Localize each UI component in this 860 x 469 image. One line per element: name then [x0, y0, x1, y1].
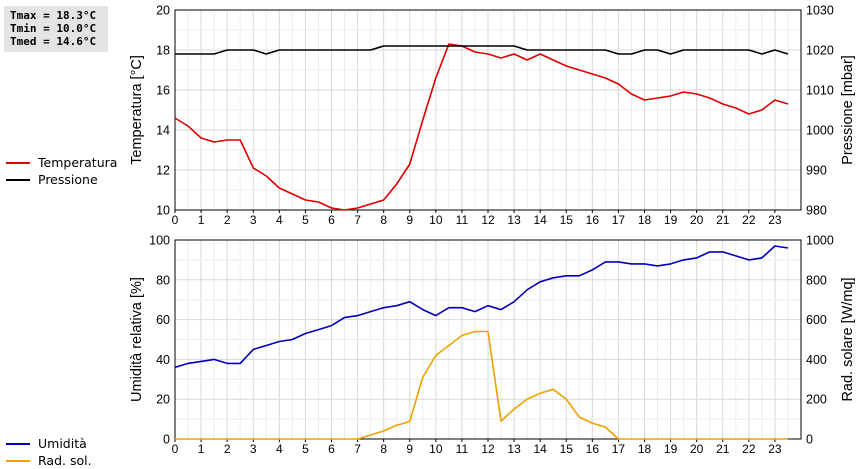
bottom-x-tick-label: 3	[250, 442, 257, 456]
legend-item-pressione: Pressione	[6, 171, 117, 188]
top-y2-tick-label: 1020	[806, 44, 834, 58]
top-x-tick-label: 9	[406, 213, 413, 227]
top-y2-tick-label: 1030	[806, 4, 834, 18]
series-rad-sol-line	[175, 330, 788, 440]
bottom-y2-tick-label: 600	[806, 313, 827, 327]
top-x-tick-label: 16	[586, 213, 600, 227]
top-x-tick-label: 5	[302, 213, 309, 227]
bottom-x-tick-label: 23	[768, 442, 782, 456]
bottom-x-tick-label: 16	[586, 442, 600, 456]
bottom-x-tick-label: 21	[716, 442, 730, 456]
stats-box: Tmax = 18.3°C Tmin = 10.0°C Tmed = 14.6°…	[4, 6, 108, 52]
top-x-tick-label: 13	[507, 213, 521, 227]
series-temperatura-line	[174, 43, 789, 211]
top-x-tick-label: 15	[560, 213, 574, 227]
legend-label-temperatura: Temperatura	[38, 155, 118, 170]
bottom-y2-tick-label: 1000	[806, 234, 834, 248]
top-x-tick-label: 6	[328, 213, 335, 227]
top-x-tick-label: 19	[664, 213, 678, 227]
bottom-y-tick-label: 60	[156, 313, 170, 327]
top-y2-tick-label: 1000	[806, 124, 834, 138]
bottom-y2-tick-label: 200	[806, 393, 827, 407]
top-y-tick-label: 20	[156, 4, 170, 18]
top-y2-axis-title: Pressione [mbar]	[840, 55, 856, 165]
bottom-y-tick-label: 100	[149, 234, 170, 248]
top-x-tick-label: 21	[716, 213, 730, 227]
bottom-x-tick-label: 9	[406, 442, 413, 456]
top-x-tick-label: 1	[198, 213, 205, 227]
top-x-tick-label: 17	[612, 213, 626, 227]
legend-top: Temperatura Pressione	[6, 154, 117, 188]
bottom-x-tick-label: 5	[302, 442, 309, 456]
bottom-y2-axis-title: Rad. solare [W/mq]	[840, 277, 856, 401]
stat-tmed: Tmed = 14.6°C	[10, 35, 97, 48]
bottom-y-tick-label: 80	[156, 273, 170, 287]
top-x-tick-label: 11	[456, 213, 469, 227]
bottom-x-tick-label: 6	[328, 442, 335, 456]
legend-label-pressione: Pressione	[38, 172, 98, 187]
top-y-tick-label: 10	[156, 204, 170, 218]
top-y-axis-title: Temperatura [°C]	[129, 55, 145, 165]
bottom-x-tick-label: 11	[456, 442, 469, 456]
bottom-x-tick-label: 17	[612, 442, 626, 456]
bottom-y2-tick-label: 800	[806, 273, 827, 287]
bottom-x-tick-label: 18	[638, 442, 652, 456]
top-x-tick-label: 3	[250, 213, 257, 227]
series-umidit-line	[174, 245, 789, 369]
legend-swatch-umidita	[6, 442, 30, 445]
bottom-x-tick-label: 13	[507, 442, 521, 456]
top-y-tick-label: 18	[156, 44, 170, 58]
top-y2-tick-label: 1010	[806, 84, 834, 98]
top-x-tick-label: 10	[429, 213, 443, 227]
bottom-x-tick-label: 12	[481, 442, 495, 456]
top-x-tick-label: 22	[742, 213, 756, 227]
bottom-x-tick-label: 22	[742, 442, 756, 456]
bottom-y-tick-label: 0	[163, 433, 170, 447]
bottom-x-tick-label: 1	[198, 442, 205, 456]
legend-item-temperatura: Temperatura	[6, 154, 117, 171]
legend-swatch-pressione	[6, 178, 30, 181]
top-x-tick-label: 8	[380, 213, 387, 227]
top-y2-tick-label: 980	[806, 204, 827, 218]
bottom-x-tick-label: 15	[560, 442, 574, 456]
top-y-tick-label: 12	[156, 164, 170, 178]
bottom-y-tick-label: 40	[156, 353, 170, 367]
top-y-tick-label: 16	[156, 84, 170, 98]
bottom-x-tick-label: 2	[224, 442, 231, 456]
bottom-y-axis-title: Umidità relativa [%]	[129, 277, 145, 402]
bottom-x-tick-label: 4	[276, 442, 283, 456]
stat-tmin: Tmin = 10.0°C	[10, 22, 97, 35]
bottom-y-tick-label: 20	[156, 393, 170, 407]
top-x-tick-label: 7	[354, 213, 361, 227]
bottom-x-tick-label: 0	[172, 442, 179, 456]
top-x-tick-label: 20	[690, 213, 704, 227]
bottom-x-tick-label: 7	[354, 442, 361, 456]
top-x-tick-label: 18	[638, 213, 652, 227]
stat-tmax: Tmax = 18.3°C	[10, 9, 97, 22]
legend-label-umidita: Umidità	[38, 436, 87, 451]
bottom-x-tick-label: 14	[533, 442, 547, 456]
bottom-x-tick-label: 20	[690, 442, 704, 456]
bottom-x-tick-label: 19	[664, 442, 678, 456]
legend-item-umidita: Umidità	[6, 435, 92, 452]
top-x-tick-label: 23	[768, 213, 782, 227]
top-x-tick-label: 4	[276, 213, 283, 227]
top-x-tick-label: 2	[224, 213, 231, 227]
top-y2-tick-label: 990	[806, 164, 827, 178]
bottom-y2-tick-label: 400	[806, 353, 827, 367]
series-pressione-line	[175, 45, 789, 55]
top-y-tick-label: 14	[156, 124, 170, 138]
top-x-tick-label: 12	[481, 213, 495, 227]
bottom-y2-tick-label: 0	[806, 433, 813, 447]
bottom-x-tick-label: 10	[429, 442, 443, 456]
top-x-tick-label: 0	[172, 213, 179, 227]
legend-swatch-temperatura	[6, 161, 30, 164]
bottom-x-tick-label: 8	[380, 442, 387, 456]
top-x-tick-label: 14	[533, 213, 547, 227]
